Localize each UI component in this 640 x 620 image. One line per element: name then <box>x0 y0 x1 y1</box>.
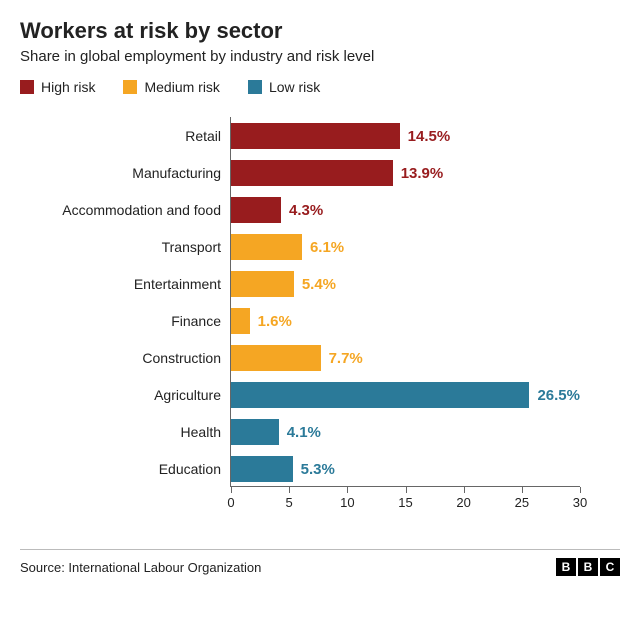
chart-subtitle: Share in global employment by industry a… <box>20 48 620 65</box>
bar-value-label: 7.7% <box>329 350 363 367</box>
bar-category-label: Transport <box>31 239 231 255</box>
legend-label: Medium risk <box>144 79 219 95</box>
bar <box>231 160 393 186</box>
bar <box>231 197 281 223</box>
bar-row: Transport6.1% <box>231 234 580 260</box>
bar-value-label: 4.1% <box>287 424 321 441</box>
bar-value-label: 13.9% <box>401 165 444 182</box>
bar-row: Entertainment5.4% <box>231 271 580 297</box>
bar-category-label: Agriculture <box>31 387 231 403</box>
plot-region: Retail14.5% Manufacturing13.9% Accommodati… <box>230 117 580 487</box>
chart-wrap: Retail14.5%Manufacturing13.9%Accommodati… <box>20 117 620 517</box>
x-tick-mark <box>231 487 232 493</box>
bbc-logo-letter: B <box>578 558 598 576</box>
bar <box>231 345 321 371</box>
bar <box>231 419 279 445</box>
legend-swatch <box>123 80 137 94</box>
bar-row: Finance1.6% <box>231 308 580 334</box>
chart-title: Workers at risk by sector <box>20 18 620 44</box>
bar-row: Accommodation and food4.3% <box>231 197 580 223</box>
bar-row: Retail14.5% <box>231 123 580 149</box>
legend-swatch <box>20 80 34 94</box>
chart-footer: Source: International Labour Organizatio… <box>20 549 620 576</box>
bar <box>231 456 293 482</box>
bbc-logo-letter: C <box>600 558 620 576</box>
bar <box>231 123 400 149</box>
bar-value-label: 14.5% <box>408 128 451 145</box>
bar-category-label: Finance <box>31 313 231 329</box>
bar-category-label: Retail <box>31 128 231 144</box>
x-tick-label: 15 <box>398 495 412 510</box>
bar-category-label: Entertainment <box>31 276 231 292</box>
legend-item: High risk <box>20 79 95 95</box>
x-tick-mark <box>464 487 465 493</box>
x-tick-mark <box>347 487 348 493</box>
bar-row: Education5.3% <box>231 456 580 482</box>
legend-item: Low risk <box>248 79 320 95</box>
x-tick-mark <box>580 487 581 493</box>
legend-label: High risk <box>41 79 95 95</box>
bar-value-label: 5.4% <box>302 276 336 293</box>
x-tick-mark <box>406 487 407 493</box>
x-tick-mark <box>522 487 523 493</box>
bar-value-label: 1.6% <box>258 313 292 330</box>
bar-category-label: Education <box>31 461 231 477</box>
x-tick-label: 10 <box>340 495 354 510</box>
bbc-logo-letter: B <box>556 558 576 576</box>
legend-label: Low risk <box>269 79 320 95</box>
x-tick-mark <box>289 487 290 493</box>
bar-value-label: 5.3% <box>301 461 335 478</box>
chart-area: Retail14.5% Manufacturing13.9% Accommodati… <box>230 117 580 517</box>
x-tick-label: 30 <box>573 495 587 510</box>
bar-category-label: Manufacturing <box>31 165 231 181</box>
source-label: Source: International Labour Organizatio… <box>20 560 261 575</box>
bar-category-label: Construction <box>31 350 231 366</box>
chart-container: Workers at risk by sector Share in globa… <box>0 0 640 586</box>
bar-value-label: 6.1% <box>310 239 344 256</box>
x-tick-label: 25 <box>515 495 529 510</box>
bar-row: Manufacturing13.9% <box>231 160 580 186</box>
legend: High risk Medium risk Low risk <box>20 79 620 95</box>
bar-row: Agriculture26.5% <box>231 382 580 408</box>
x-tick-label: 5 <box>286 495 293 510</box>
bar-category-label: Accommodation and food <box>31 202 231 218</box>
legend-item: Medium risk <box>123 79 219 95</box>
bar-category-label: Health <box>31 424 231 440</box>
bar-row: Construction7.7% <box>231 345 580 371</box>
bar-value-label: 4.3% <box>289 202 323 219</box>
bbc-logo: BBC <box>556 558 620 576</box>
bar <box>231 234 302 260</box>
x-tick-label: 0 <box>227 495 234 510</box>
x-tick-label: 20 <box>456 495 470 510</box>
bar-value-label: 26.5% <box>537 387 580 404</box>
bar <box>231 308 250 334</box>
bar <box>231 382 529 408</box>
legend-swatch <box>248 80 262 94</box>
bar-row: Health4.1% <box>231 419 580 445</box>
bar <box>231 271 294 297</box>
